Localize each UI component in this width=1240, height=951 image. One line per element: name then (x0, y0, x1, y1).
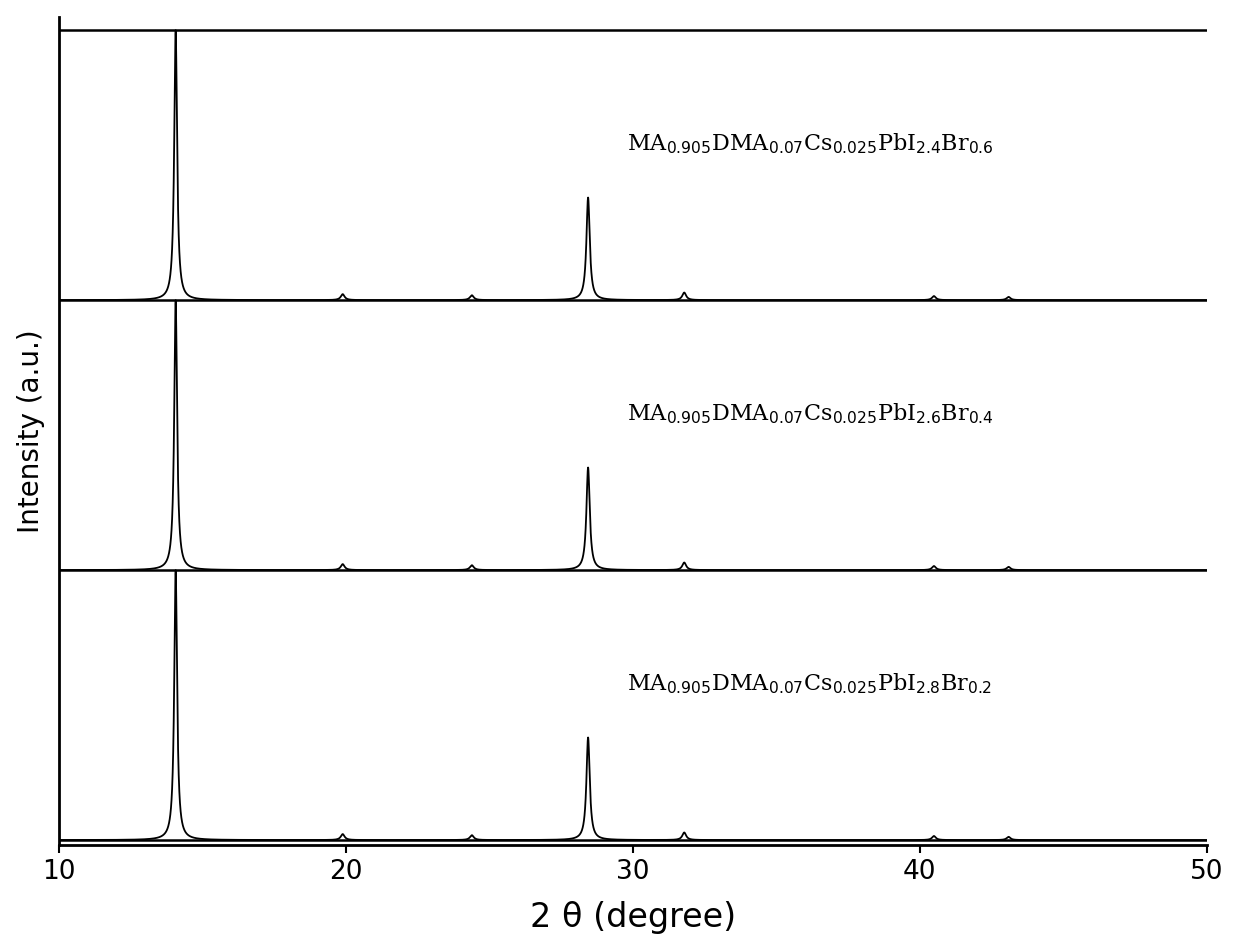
Text: MA$_{0.905}$DMA$_{0.07}$Cs$_{0.025}$PbI$_{2.6}$Br$_{0.4}$: MA$_{0.905}$DMA$_{0.07}$Cs$_{0.025}$PbI$… (627, 401, 993, 426)
Y-axis label: Intensity (a.u.): Intensity (a.u.) (16, 329, 45, 533)
Text: MA$_{0.905}$DMA$_{0.07}$Cs$_{0.025}$PbI$_{2.4}$Br$_{0.6}$: MA$_{0.905}$DMA$_{0.07}$Cs$_{0.025}$PbI$… (627, 131, 993, 156)
Text: MA$_{0.905}$DMA$_{0.07}$Cs$_{0.025}$PbI$_{2.8}$Br$_{0.2}$: MA$_{0.905}$DMA$_{0.07}$Cs$_{0.025}$PbI$… (627, 671, 992, 696)
X-axis label: 2 θ (degree): 2 θ (degree) (529, 902, 735, 934)
